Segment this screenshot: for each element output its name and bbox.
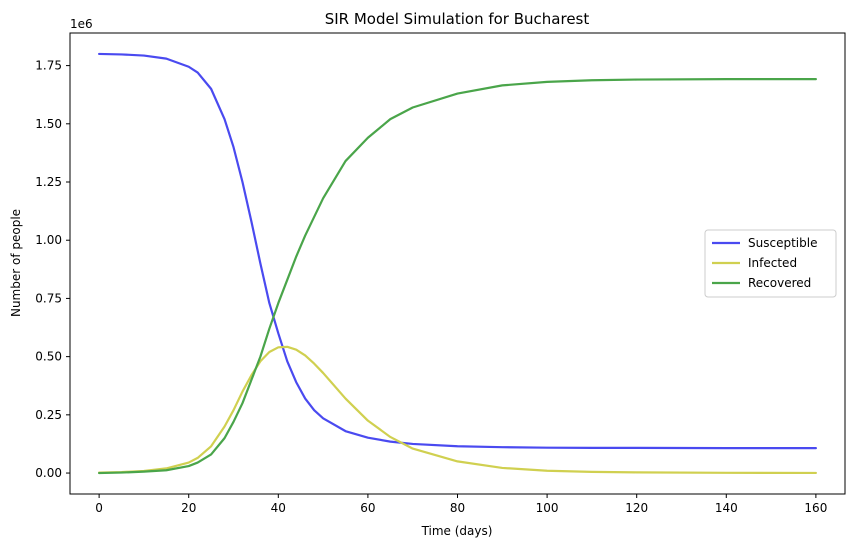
chart-title: SIR Model Simulation for Bucharest (325, 10, 590, 28)
x-axis-ticks: 0 20 40 60 80 100 120 140 160 (95, 494, 827, 515)
series-line-recovered (98, 78, 817, 475)
plot-area (98, 52, 817, 475)
y-tick-label: 0.00 (35, 466, 62, 480)
y-tick-label: 0.50 (35, 350, 62, 364)
legend-label-infected: Infected (748, 256, 797, 270)
x-tick-label: 60 (360, 501, 375, 515)
y-axis-ticks: 0.00 0.25 0.50 0.75 1.00 1.25 1.50 1.75 (35, 59, 70, 480)
y-axis-label: Number of people (9, 209, 23, 317)
x-tick-label: 160 (804, 501, 827, 515)
y-tick-label: 1.75 (35, 59, 62, 73)
legend-box (704, 229, 837, 298)
x-tick-label: 100 (536, 501, 559, 515)
x-tick-label: 140 (715, 501, 738, 515)
y-axis-offset-label: 1e6 (70, 17, 93, 31)
chart-legend: Susceptible Infected Recovered (704, 229, 837, 298)
legend-label-recovered: Recovered (748, 276, 811, 290)
x-tick-label: 20 (181, 501, 196, 515)
x-axis-label: Time (days) (421, 524, 493, 538)
series-line-susceptible (98, 52, 817, 450)
x-tick-label: 40 (271, 501, 286, 515)
y-tick-label: 0.75 (35, 291, 62, 305)
y-tick-label: 1.00 (35, 233, 62, 247)
x-tick-label: 120 (625, 501, 648, 515)
series-line-infected (98, 345, 817, 475)
legend-label-susceptible: Susceptible (748, 236, 817, 250)
x-tick-label: 80 (450, 501, 465, 515)
y-tick-label: 0.25 (35, 408, 62, 422)
y-tick-label: 1.50 (35, 117, 62, 131)
x-tick-label: 0 (95, 501, 103, 515)
y-tick-label: 1.25 (35, 175, 62, 189)
